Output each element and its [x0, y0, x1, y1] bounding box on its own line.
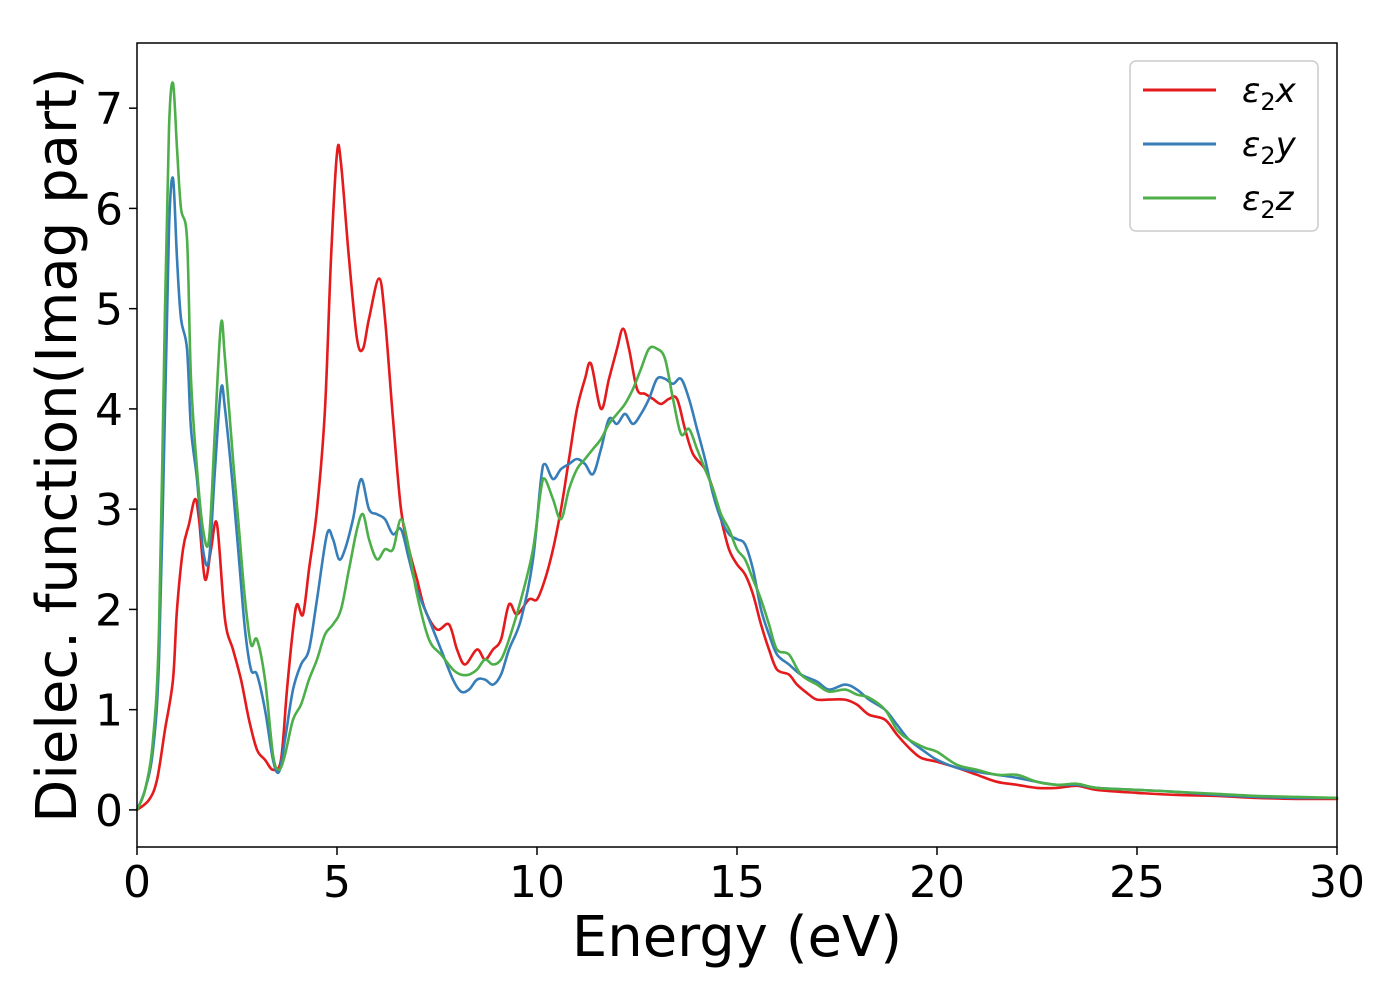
- x-axis: 0 5 10 15 20 25 30: [123, 847, 1365, 908]
- y-tick-label: 1: [95, 686, 123, 737]
- x-axis-label: Energy (eV): [572, 905, 902, 970]
- y-tick-label: 2: [95, 585, 123, 636]
- x-tick-label: 30: [1309, 857, 1365, 908]
- y-tick-label: 6: [95, 184, 123, 235]
- series-line-x: [135, 143, 1339, 812]
- legend-label-x: ε2x: [1242, 71, 1297, 116]
- x-tick-label: 20: [909, 857, 965, 908]
- y-tick-label: 0: [95, 786, 123, 837]
- x-tick-label: 25: [1109, 857, 1165, 908]
- y-axis-label: Dielec. function(Imag part): [25, 67, 90, 823]
- y-tick-label: 3: [95, 485, 123, 536]
- y-axis: 0 1 2 3 4 5 6 7: [95, 84, 137, 837]
- series-line-z: [135, 81, 1339, 812]
- x-tick-label: 0: [123, 857, 151, 908]
- legend: ε2x ε2y ε2z: [1129, 60, 1319, 232]
- x-tick-label: 15: [709, 857, 765, 908]
- legend-label-y: ε2y: [1242, 125, 1297, 170]
- series-layer: [135, 81, 1339, 812]
- y-tick-label: 5: [95, 285, 123, 336]
- y-tick-label: 7: [95, 84, 123, 135]
- y-tick-label: 4: [95, 385, 123, 436]
- x-tick-label: 10: [509, 857, 565, 908]
- x-tick-label: 5: [323, 857, 351, 908]
- legend-label-z: ε2z: [1242, 179, 1295, 224]
- legend-box: [1129, 60, 1319, 232]
